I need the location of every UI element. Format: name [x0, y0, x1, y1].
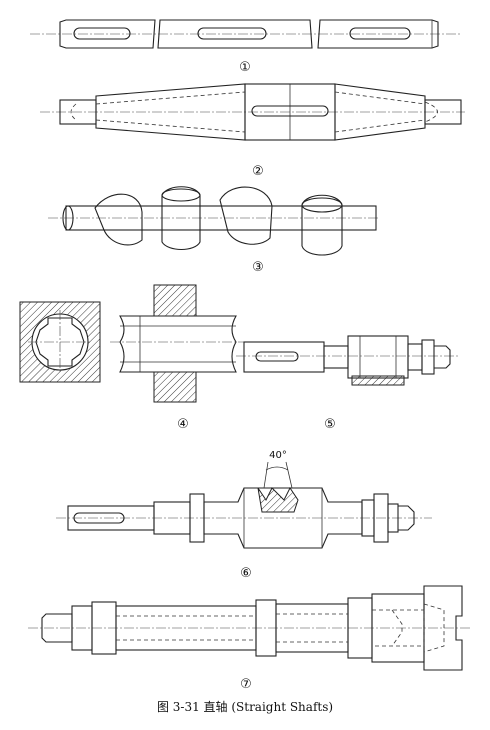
figure-caption: 图 3-31 直轴 (Straight Shafts) — [156, 700, 334, 714]
shaft-drawing-5: ⑤ — [236, 335, 458, 432]
shaft-drawing-2: ② — [40, 83, 465, 179]
label-1: ① — [239, 60, 251, 75]
shaft-drawing-7: ⑦ — [28, 585, 470, 692]
label-6: ⑥ — [240, 566, 252, 581]
shaft-drawing-4: ④ — [19, 284, 246, 432]
label-7: ⑦ — [240, 677, 252, 692]
shaft-drawing-6: 40° ⑥ — [56, 450, 432, 581]
label-3: ③ — [252, 260, 264, 275]
label-2: ② — [252, 164, 264, 179]
shaft-drawing-3: ③ — [48, 186, 380, 275]
angle-label: 40° — [269, 450, 287, 461]
shaft-drawing-1: ① — [30, 19, 460, 75]
label-5: ⑤ — [324, 417, 336, 432]
label-4: ④ — [177, 417, 189, 432]
